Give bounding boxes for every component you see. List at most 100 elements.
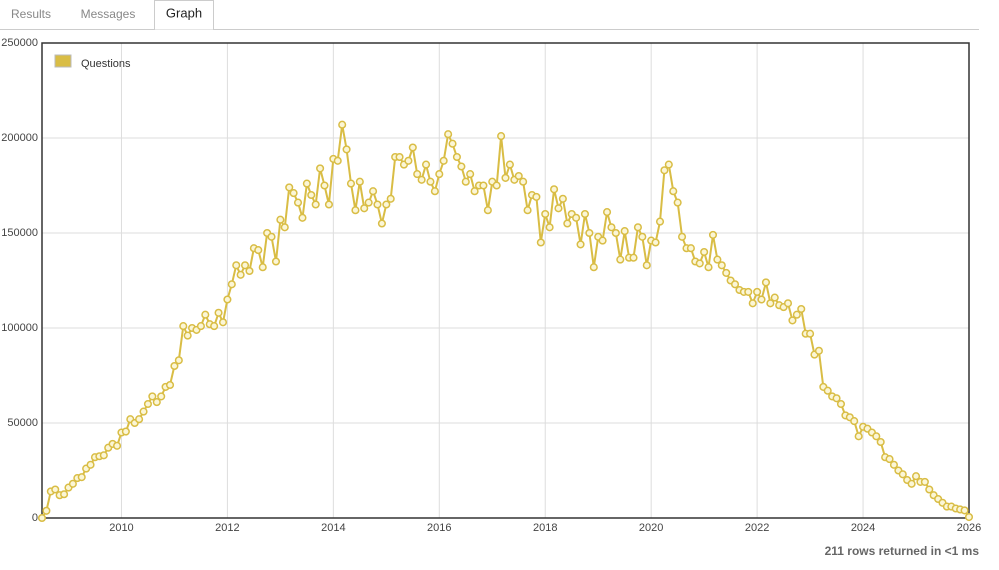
point	[51, 485, 60, 494]
point	[651, 238, 660, 247]
point	[196, 322, 205, 331]
point	[523, 206, 532, 215]
point	[37, 513, 47, 523]
point	[280, 223, 289, 232]
point	[461, 177, 470, 186]
y-tick-label: 200000	[1, 132, 38, 144]
point	[369, 187, 378, 196]
point	[748, 299, 757, 308]
point	[364, 198, 373, 207]
point	[788, 316, 797, 325]
point	[404, 156, 413, 165]
point	[673, 198, 682, 207]
point	[342, 145, 351, 154]
point	[572, 213, 581, 222]
point	[139, 407, 148, 416]
point	[386, 194, 395, 203]
tab[interactable]: Messages	[81, 7, 136, 21]
point	[536, 238, 545, 247]
x-tick-label: 2016	[427, 522, 451, 534]
point	[439, 156, 448, 165]
point	[218, 318, 228, 327]
point	[170, 361, 179, 371]
point	[708, 230, 718, 239]
point	[638, 232, 647, 241]
point	[258, 263, 267, 272]
point	[642, 261, 651, 270]
point	[554, 204, 563, 213]
point	[421, 160, 431, 169]
point	[686, 244, 695, 253]
point	[664, 160, 673, 169]
plot: 0 50000 100000 150000 200000 250000 2010 2012 20…	[1, 37, 981, 534]
x-tick-label: 2012	[215, 522, 239, 534]
point	[814, 346, 823, 355]
point	[797, 304, 806, 314]
point	[452, 152, 461, 162]
point	[245, 266, 254, 276]
point	[316, 164, 325, 173]
point	[333, 156, 342, 165]
point	[152, 398, 161, 407]
point	[413, 170, 422, 179]
point	[408, 143, 417, 152]
point	[448, 139, 457, 148]
point	[435, 170, 444, 179]
point	[470, 187, 479, 196]
point	[183, 331, 192, 340]
point	[885, 455, 894, 464]
point	[311, 200, 320, 209]
point	[201, 310, 210, 319]
x-tick-label: 2022	[745, 522, 769, 534]
point	[276, 215, 285, 224]
point	[324, 200, 333, 209]
point	[179, 322, 188, 331]
point	[42, 506, 51, 515]
point	[210, 322, 219, 331]
point	[744, 287, 753, 296]
point	[783, 299, 793, 308]
point	[911, 472, 921, 481]
y-tick-label: 0	[32, 512, 38, 524]
point	[346, 179, 356, 188]
point	[876, 437, 885, 447]
point	[157, 392, 166, 401]
point	[382, 200, 391, 209]
point	[655, 217, 665, 226]
point	[227, 280, 236, 289]
point	[576, 240, 585, 249]
plot-frame	[41, 42, 970, 519]
point	[757, 295, 766, 304]
point	[598, 236, 607, 245]
point	[267, 232, 276, 241]
point	[68, 479, 77, 488]
x-tick-label: 2020	[639, 522, 663, 534]
footer: 211 rows returned in <1 ms	[825, 544, 980, 558]
tab[interactable]: Graph	[166, 5, 202, 20]
point	[143, 399, 152, 409]
point	[360, 204, 369, 213]
point	[351, 206, 360, 215]
point	[730, 280, 740, 289]
point	[889, 460, 898, 469]
point	[99, 451, 108, 460]
point	[148, 392, 157, 401]
point	[585, 228, 594, 238]
y-tick-label: 100000	[1, 322, 38, 334]
y-tick-label: 50000	[7, 417, 38, 429]
point	[960, 506, 969, 515]
point	[86, 460, 95, 469]
point	[444, 130, 453, 139]
point	[214, 308, 223, 317]
tab[interactable]: Results	[11, 7, 51, 21]
point	[430, 187, 439, 196]
point	[289, 189, 298, 198]
point	[541, 209, 550, 219]
point	[722, 268, 731, 277]
point	[753, 287, 762, 296]
point	[338, 120, 347, 129]
point	[704, 263, 713, 272]
point	[240, 261, 250, 270]
point	[607, 223, 616, 232]
